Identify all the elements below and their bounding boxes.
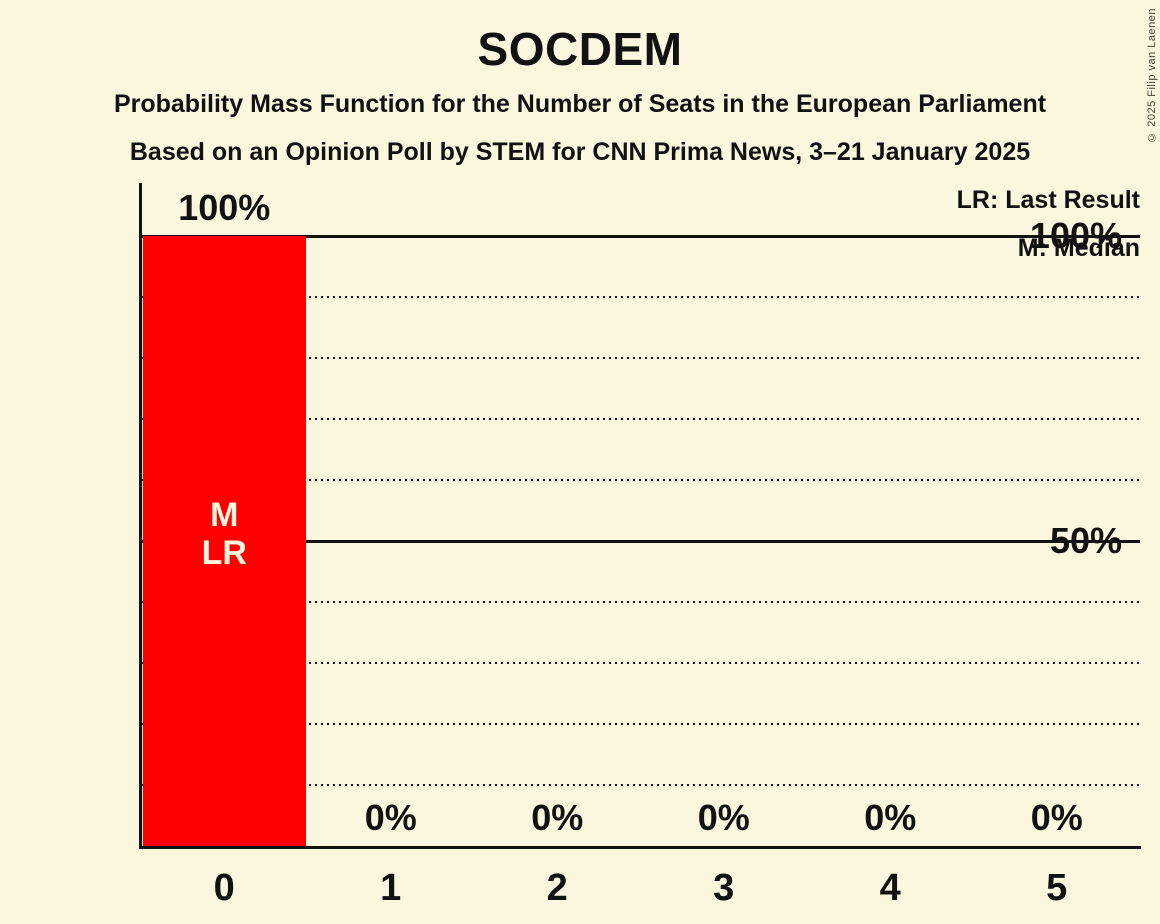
gridline-dotted-60 xyxy=(141,479,1140,481)
legend-last-result: LR: Last Result xyxy=(956,186,1140,214)
gridline-dotted-30 xyxy=(141,662,1140,664)
x-tick-label-2: 2 xyxy=(546,867,568,909)
chart-title: SOCDEM xyxy=(477,23,683,75)
x-tick-label-1: 1 xyxy=(380,867,402,909)
x-axis-line xyxy=(139,846,1141,849)
y-tick-label-100: 100% xyxy=(1029,215,1122,256)
gridline-dotted-80 xyxy=(141,357,1140,359)
gridline-dotted-90 xyxy=(141,296,1140,298)
x-tick-label-5: 5 xyxy=(1046,867,1068,909)
x-tick-label-3: 3 xyxy=(713,867,735,909)
bar-annotation-median-lastresult: M LR xyxy=(201,496,247,572)
gridline-dotted-40 xyxy=(141,601,1140,603)
bar-value-label-5: 0% xyxy=(1030,797,1083,838)
chart-subtitle-function: Probability Mass Function for the Number… xyxy=(113,90,1047,118)
gridline-solid-50 xyxy=(141,539,1140,543)
x-tick-label-4: 4 xyxy=(879,867,901,909)
bar-value-label-0: 100% xyxy=(178,187,271,228)
bar-value-label-2: 0% xyxy=(531,797,584,838)
bar-value-label-1: 0% xyxy=(364,797,417,838)
chart-subtitle-source: Based on an Opinion Poll by STEM for CNN… xyxy=(129,138,1031,166)
gridline-solid-100 xyxy=(141,234,1140,238)
x-tick-label-0: 0 xyxy=(213,867,235,909)
gridline-dotted-70 xyxy=(141,418,1140,420)
gridline-dotted-20 xyxy=(141,723,1140,725)
y-axis-line xyxy=(139,183,142,849)
gridline-dotted-10 xyxy=(141,784,1140,786)
bar-seats-0: M LR xyxy=(142,236,306,846)
bar-value-label-4: 0% xyxy=(864,797,917,838)
y-tick-label-50: 50% xyxy=(1049,520,1122,561)
legend-median: M: Median xyxy=(1017,234,1140,262)
bar-value-label-3: 0% xyxy=(697,797,750,838)
